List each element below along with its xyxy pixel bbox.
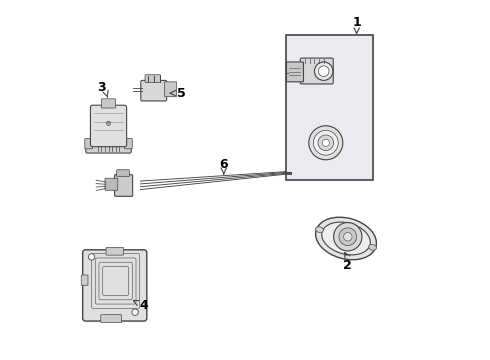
Circle shape	[318, 66, 329, 77]
FancyBboxPatch shape	[141, 80, 167, 101]
FancyBboxPatch shape	[85, 139, 93, 149]
FancyBboxPatch shape	[165, 82, 176, 97]
Text: 6: 6	[220, 158, 228, 171]
Circle shape	[322, 139, 329, 146]
Text: 2: 2	[343, 258, 352, 271]
FancyBboxPatch shape	[300, 58, 333, 84]
FancyBboxPatch shape	[81, 275, 88, 285]
Circle shape	[334, 222, 362, 251]
FancyBboxPatch shape	[117, 170, 129, 176]
FancyBboxPatch shape	[105, 178, 118, 190]
FancyBboxPatch shape	[91, 105, 126, 147]
FancyBboxPatch shape	[86, 143, 131, 153]
Text: 3: 3	[97, 81, 106, 94]
Text: 5: 5	[177, 87, 186, 100]
Circle shape	[106, 121, 111, 125]
Ellipse shape	[369, 244, 376, 250]
Circle shape	[343, 233, 352, 241]
FancyBboxPatch shape	[287, 62, 303, 82]
FancyBboxPatch shape	[115, 175, 133, 196]
FancyBboxPatch shape	[83, 250, 147, 321]
FancyBboxPatch shape	[101, 99, 116, 108]
FancyBboxPatch shape	[145, 75, 161, 82]
FancyBboxPatch shape	[106, 247, 123, 255]
FancyBboxPatch shape	[101, 315, 122, 323]
Circle shape	[314, 130, 338, 155]
Text: 1: 1	[352, 16, 361, 29]
Circle shape	[88, 254, 95, 260]
Text: 4: 4	[140, 299, 148, 312]
Circle shape	[309, 126, 343, 160]
Circle shape	[339, 228, 357, 246]
FancyBboxPatch shape	[124, 139, 132, 149]
FancyBboxPatch shape	[286, 35, 372, 180]
Ellipse shape	[316, 227, 323, 233]
Circle shape	[315, 62, 333, 80]
Ellipse shape	[322, 222, 370, 255]
Circle shape	[318, 135, 334, 150]
Ellipse shape	[316, 217, 376, 260]
Circle shape	[132, 309, 138, 315]
